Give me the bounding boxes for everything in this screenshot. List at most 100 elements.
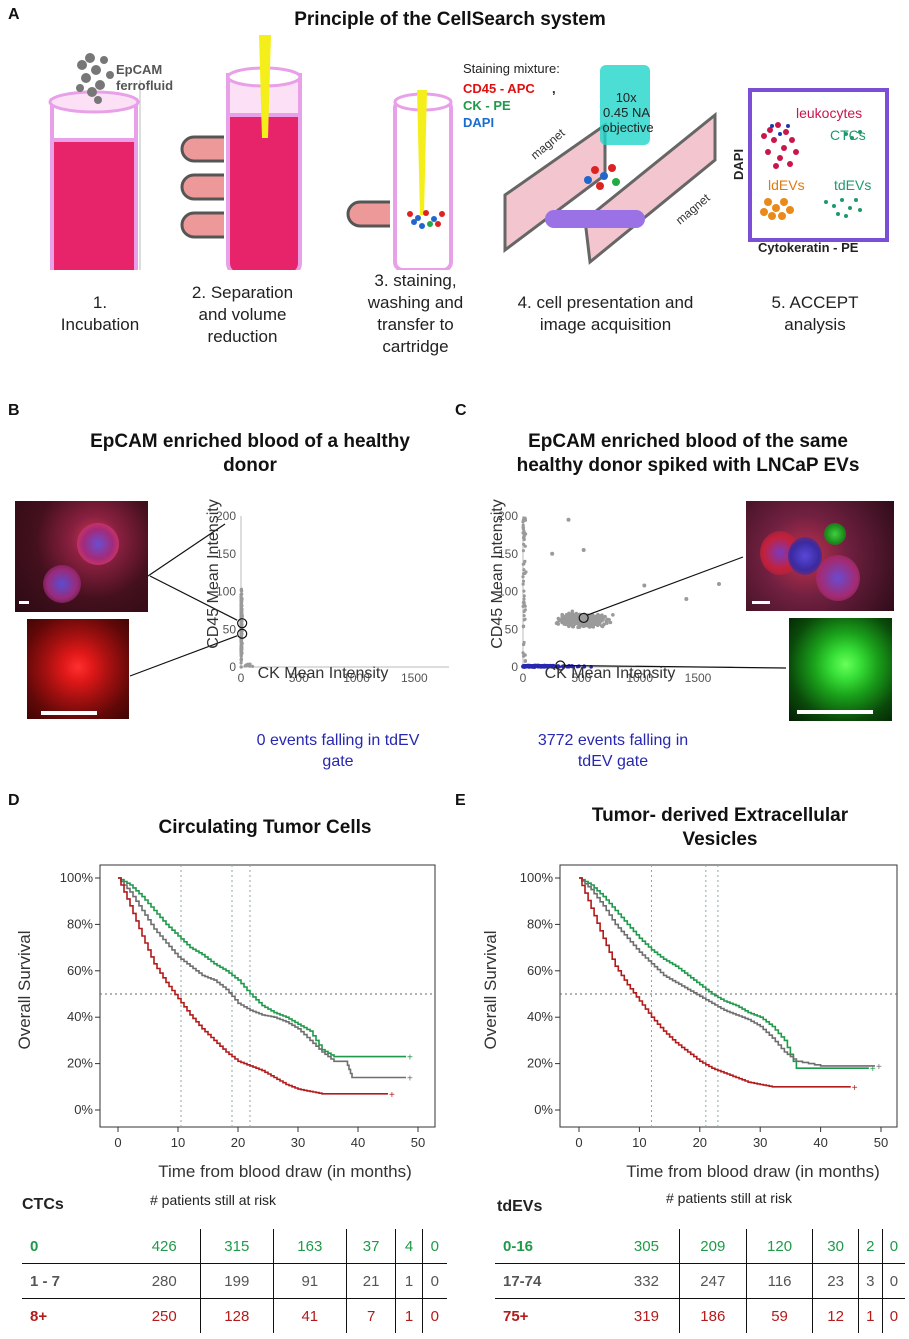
highlighted-point	[237, 628, 248, 639]
table-cell: 30	[812, 1229, 859, 1264]
x-tick-label: 0	[238, 671, 245, 685]
tdevs-risk-table: 0-16 305 209 120 30 2 0 17-74 332 247 116 23 3 0 75+ 31…	[495, 1229, 905, 1333]
data-point	[244, 663, 248, 667]
row-label: 0-16	[503, 1237, 534, 1255]
step-4-line: image acquisition	[539, 315, 672, 334]
cellsearch-illustration: EpCAM ferrofluid magnet mag	[48, 35, 889, 270]
data-point	[580, 615, 585, 619]
step-1-line: Incubation	[60, 315, 140, 334]
highlighted-point	[237, 618, 248, 629]
x-tick-label: 50	[874, 1135, 888, 1150]
tdevs-table-header: # patients still at risk	[666, 1190, 793, 1206]
tdevs-table-label: tdEVs	[497, 1198, 543, 1215]
survival-curve-1-7	[118, 877, 406, 1079]
x-tick-label: 50	[411, 1135, 425, 1150]
table-cell: 7	[345, 1298, 396, 1333]
table-cell: 3	[857, 1263, 883, 1299]
data-point	[578, 621, 583, 626]
x-tick-label: 20	[693, 1135, 707, 1150]
data-point	[608, 620, 613, 625]
ctcs-table-header: # patients still at risk	[150, 1192, 277, 1208]
micrograph-b-event	[27, 619, 129, 719]
panel-e-title-line: Tumor- derived Extracellular	[591, 805, 849, 826]
panel-letter-e: E	[455, 792, 466, 809]
data-point	[239, 650, 243, 654]
data-point	[523, 604, 527, 608]
pointer-line	[149, 575, 238, 621]
survival-curve-0-16	[579, 877, 869, 1069]
scale-bar	[41, 711, 97, 715]
table-cell: 2	[857, 1229, 883, 1264]
x-tick-label: 20	[231, 1135, 245, 1150]
table-cell: 163	[272, 1229, 347, 1264]
accept-leukocytes: leukocytes	[796, 105, 862, 121]
data-point	[611, 613, 615, 617]
km-d-xlabel: Time from blood draw (in months)	[158, 1162, 412, 1181]
data-point	[523, 653, 527, 657]
gate-point	[521, 664, 526, 669]
y-tick-label: 100%	[520, 870, 554, 885]
accept-tdevs: tdEVs	[834, 177, 871, 193]
data-point	[521, 579, 526, 583]
scale-bar	[19, 601, 29, 604]
panel-c-title-line: healthy donor spiked with LNCaP EVs	[516, 455, 860, 476]
gate-c-line: 3772 events falling in	[537, 732, 689, 749]
step-2-line: and volume	[198, 305, 287, 324]
data-point	[522, 589, 526, 593]
table-cell: 91	[272, 1263, 347, 1299]
km-e-plot: 0 10 20 30 40 500%20%40%60%80%100%+ ++	[520, 864, 898, 1150]
gate-point	[551, 665, 556, 669]
table-cell: 1	[395, 1298, 423, 1333]
data-point	[570, 609, 575, 614]
pointer-line	[587, 556, 744, 616]
data-point	[593, 620, 598, 624]
data-point	[239, 665, 243, 669]
x-tick-label: 0	[114, 1135, 121, 1150]
data-point	[601, 617, 605, 621]
y-tick-label: 60%	[527, 963, 553, 978]
panel-letter-d: D	[8, 792, 20, 809]
panel-b-title-line: donor	[223, 455, 277, 476]
highlighted-point	[578, 612, 589, 624]
table-cell: 247	[678, 1263, 747, 1299]
y-tick-label: 0	[511, 660, 518, 674]
panel-b-title: EpCAM enriched blood of a healthy donor	[40, 430, 460, 478]
table-cell: 332	[613, 1263, 680, 1299]
table-cell: 199	[199, 1263, 274, 1299]
panel-b-gate-text: 0 events falling in tdEV gate	[228, 730, 448, 772]
data-point	[523, 659, 527, 663]
panel-letter-b: B	[8, 402, 20, 419]
data-point	[550, 551, 555, 556]
panel-letter-a: A	[8, 6, 20, 23]
magnet-label-2: magnet	[673, 190, 713, 227]
stain-ck: CK - PE	[463, 98, 511, 113]
table-cell: 280	[128, 1263, 201, 1299]
pointer-line	[129, 635, 238, 677]
panel-e-title: Tumor- derived Extracellular Vesicles	[560, 804, 880, 852]
censor-mark: +	[852, 1083, 858, 1094]
y-tick-label: 50	[505, 622, 519, 636]
km-d-ylabel: Overall Survival	[15, 930, 34, 1050]
data-point	[239, 661, 243, 665]
data-point	[239, 654, 243, 658]
stain-comma: ,	[552, 81, 556, 96]
table-row: 0 426 315 163 37 4 0	[22, 1229, 447, 1264]
data-point	[521, 518, 525, 522]
data-point	[521, 549, 526, 553]
data-point	[717, 581, 721, 586]
accept-ck-axis: Cytokeratin - PE	[758, 240, 859, 255]
cell-c-3	[816, 555, 860, 601]
data-point	[604, 620, 609, 625]
ferrofluid-label: EpCAM ferrofluid	[116, 62, 173, 93]
scale-bar	[797, 710, 873, 714]
data-point	[557, 618, 562, 623]
data-point	[522, 609, 526, 614]
ctcs-table-label: CTCs	[22, 1196, 64, 1213]
data-point	[642, 583, 647, 588]
data-point	[599, 624, 604, 628]
data-point	[581, 547, 586, 552]
data-point	[566, 517, 571, 522]
accept-scatter-sketch	[748, 88, 889, 242]
censor-mark: +	[407, 1074, 413, 1085]
plot-frame	[559, 864, 898, 1128]
